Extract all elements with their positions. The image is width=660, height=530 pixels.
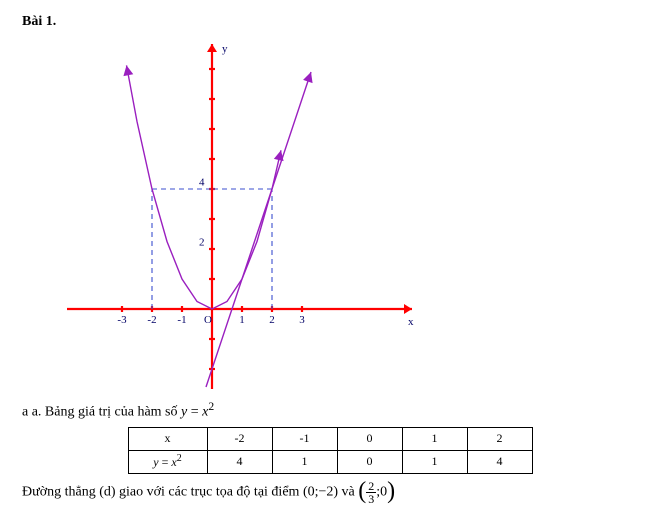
svg-text:-2: -2	[147, 314, 156, 326]
x-cell: 1	[402, 427, 467, 450]
y-cell: 0	[337, 450, 402, 473]
frac-den: 3	[366, 493, 376, 505]
problem-title: Bài 1.	[22, 14, 638, 30]
caption-text: a a. Bảng giá trị của hàm số	[22, 405, 181, 420]
fraction: 23	[366, 480, 376, 505]
svg-text:y: y	[222, 43, 228, 55]
y-cell: 1	[272, 450, 337, 473]
svg-text:2: 2	[269, 314, 275, 326]
y-header: y = x2	[128, 450, 207, 473]
table-row: y = x2 4 1 0 1 4	[128, 450, 532, 473]
yh-lhs: y	[153, 455, 158, 469]
svg-text:-1: -1	[177, 314, 186, 326]
x-cell: -1	[272, 427, 337, 450]
yh-rhs-sup: 2	[177, 453, 182, 464]
value-table-caption: a a. Bảng giá trị của hàm số y = x2	[22, 400, 638, 421]
x-cell: 2	[467, 427, 532, 450]
svg-text:3: 3	[299, 314, 305, 326]
rparen-icon: )	[387, 479, 395, 503]
x-header: x	[128, 427, 207, 450]
svg-text:1: 1	[239, 314, 245, 326]
func-rhs-sup: 2	[208, 400, 214, 413]
func-lhs: y	[181, 405, 187, 420]
y-cell: 1	[402, 450, 467, 473]
lb-conj: và	[342, 484, 359, 499]
x-cell: 0	[337, 427, 402, 450]
svg-text:-3: -3	[117, 314, 127, 326]
y-cell: 4	[207, 450, 272, 473]
point-a: (0;−2)	[303, 484, 338, 499]
lb-prefix: Đường thẳng (d) giao với các trục tọa độ…	[22, 484, 303, 499]
coordinate-chart: -3 -2 -1 1 2 3 Ox y 4 2	[62, 34, 422, 394]
svg-text:2: 2	[199, 237, 205, 249]
svg-text:x: x	[408, 316, 414, 328]
frac-num: 2	[366, 480, 376, 493]
frac-suffix: ;0	[376, 484, 387, 499]
line-d-intersection: Đường thẳng (d) giao với các trục tọa độ…	[22, 480, 638, 505]
y-cell: 4	[467, 450, 532, 473]
eq: =	[191, 405, 202, 420]
table-row: x -2 -1 0 1 2	[128, 427, 532, 450]
x-cell: -2	[207, 427, 272, 450]
svg-text:4: 4	[199, 177, 205, 189]
lparen-icon: (	[358, 479, 366, 503]
svg-text:O: O	[204, 314, 212, 326]
chart-container: -3 -2 -1 1 2 3 Ox y 4 2	[62, 34, 638, 394]
value-table: x -2 -1 0 1 2 y = x2 4 1 0 1 4	[128, 427, 533, 474]
